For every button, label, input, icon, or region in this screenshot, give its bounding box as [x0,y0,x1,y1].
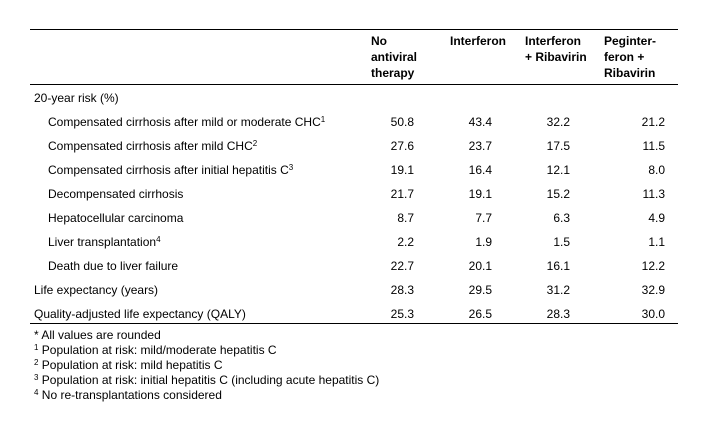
table-row: Life expectancy (years) 28.3 29.5 31.2 32.9 [0,278,704,302]
row-label: Death due to liver failure [48,258,178,274]
footnote: * All values are rounded [34,328,161,343]
value-cell-ifn-rib: 32.2 [546,115,570,129]
footnote-text: No re-transplantations considered [38,388,222,402]
value-cell-none: 27.6 [390,139,414,153]
row-label: Liver transplantation4 [48,234,161,250]
row-label: Hepatocellular carcinoma [48,210,183,226]
value-cell-ifn: 29.5 [468,283,492,297]
footnote-mark: 4 [156,235,161,244]
value-cell-none: 2.2 [397,235,414,249]
footnote: 1 Population at risk: mild/moderate hepa… [34,343,277,358]
footnote-number: 4 [34,388,39,397]
section-row: 20-year risk (%) [0,86,704,110]
value-cell-none: 22.7 [390,259,414,273]
row-label-text: Life expectancy (years) [34,283,159,297]
table-row: Death due to liver failure 22.7 20.1 16.1 12… [0,254,704,278]
row-label-text: Quality-adjusted life expectancy (QALY) [34,307,246,321]
value-cell-ifn-rib: 15.2 [546,187,570,201]
value-cell-ifn: 20.1 [468,259,492,273]
table-bottom-rule [30,323,678,324]
column-header-peginterferon-ribavirin: Peginter- feron + Ribavirin [604,34,657,80]
table-top-rule [30,29,678,30]
row-label: Quality-adjusted life expectancy (QALY) [34,306,246,322]
row-label-text: Liver transplantation [48,235,157,249]
footnote-text: Population at risk: mild/moderate hepati… [38,343,277,357]
row-label-text: Decompensated cirrhosis [48,187,184,201]
table-row: Compensated cirrhosis after mild or mode… [0,110,704,134]
row-label-text: Compensated cirrhosis after mild CHC [48,139,253,153]
value-cell-ifn: 16.4 [468,163,492,177]
value-cell-none: 21.7 [390,187,414,201]
footnote-mark: 2 [252,139,258,148]
value-cell-ifn: 7.7 [475,211,492,225]
value-cell-peg-rib: 32.9 [641,283,665,297]
table-row: Compensated cirrhosis after mild CHC2 27.… [0,134,704,158]
footnote: 3 Population at risk: initial hepatitis … [34,373,379,388]
value-cell-ifn-rib: 16.1 [546,259,570,273]
value-cell-ifn-rib: 31.2 [546,283,570,297]
table-row: Decompensated cirrhosis 21.7 19.1 15.2 11.3 [0,182,704,206]
row-label-text: Compensated cirrhosis after mild or mode… [48,115,321,129]
footnote-number: 1 [34,343,39,352]
table-row: Hepatocellular carcinoma 8.7 7.7 6.3 4.9 [0,206,704,230]
footnote-mark: 1 [320,115,326,124]
value-cell-none: 25.3 [390,307,414,321]
value-cell-ifn: 19.1 [468,187,492,201]
footnote: 4 No re-transplantations considered [34,388,222,403]
value-cell-peg-rib: 21.2 [641,115,665,129]
column-header-interferon-ribavirin: Interferon + Ribavirin [525,34,587,64]
footnote-text: Population at risk: mild hepatitis C [38,358,223,372]
row-label: Decompensated cirrhosis [48,186,183,202]
row-label-text: Compensated cirrhosis after initial hepa… [48,163,289,177]
value-cell-none: 50.8 [390,115,414,129]
row-label: Life expectancy (years) [34,282,158,298]
table-row: Liver transplantation4 2.2 1.9 1.5 1.1 [0,230,704,254]
value-cell-none: 19.1 [390,163,414,177]
value-cell-ifn-rib: 12.1 [546,163,570,177]
value-cell-peg-rib: 1.1 [648,235,665,249]
footnote-number: 3 [34,373,39,382]
column-header-interferon: Interferon [450,34,507,48]
table-row: Quality-adjusted life expectancy (QALY) 2… [0,302,704,326]
row-label: Compensated cirrhosis after mild or mode… [48,114,325,130]
value-cell-peg-rib: 8.0 [648,163,665,177]
value-cell-peg-rib: 30.0 [641,307,665,321]
value-cell-ifn: 23.7 [468,139,492,153]
section-label: 20-year risk (%) [34,91,119,105]
value-cell-peg-rib: 11.3 [642,187,665,201]
value-cell-ifn: 1.9 [475,235,492,249]
row-label: Compensated cirrhosis after mild CHC2 [48,138,257,154]
value-cell-peg-rib: 12.2 [641,259,665,273]
table-row: Compensated cirrhosis after initial hepa… [0,158,704,182]
value-cell-ifn-rib: 28.3 [546,307,570,321]
footnote-text: * All values are rounded [34,328,161,342]
footnote: 2 Population at risk: mild hepatitis C [34,358,223,373]
value-cell-none: 28.3 [390,283,414,297]
value-cell-ifn: 43.4 [468,115,492,129]
value-cell-peg-rib: 11.5 [642,139,665,153]
footnote-number: 2 [34,358,39,367]
value-cell-peg-rib: 4.9 [648,211,665,225]
footnote-mark: 3 [288,163,294,172]
value-cell-ifn-rib: 1.5 [553,235,570,249]
column-header-no-antiviral: No antiviral therapy [371,34,418,80]
row-label-text: Hepatocellular carcinoma [48,211,184,225]
value-cell-none: 8.7 [397,211,414,225]
row-label-text: Death due to liver failure [48,259,179,273]
footnote-text: Population at risk: initial hepatitis C … [38,373,380,387]
value-cell-ifn-rib: 17.5 [546,139,570,153]
header-bottom-rule [30,84,678,85]
value-cell-ifn-rib: 6.3 [553,211,570,225]
value-cell-ifn: 26.5 [468,307,492,321]
row-label: Compensated cirrhosis after initial hepa… [48,162,293,178]
